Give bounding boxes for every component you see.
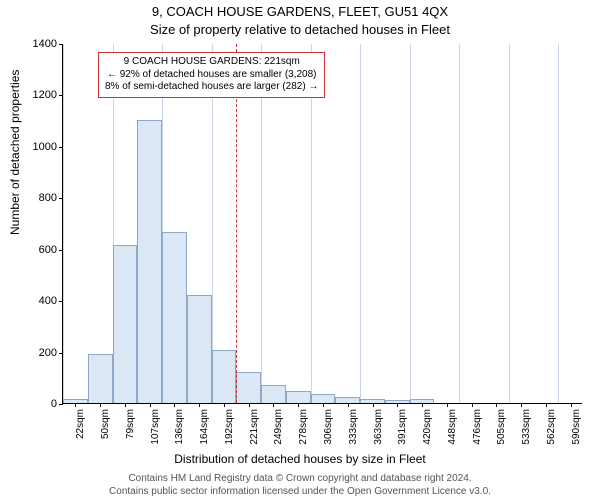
grid-line-vertical: [311, 44, 312, 403]
x-tick-label: 249sqm: [273, 409, 284, 445]
x-tick-label: 363sqm: [373, 409, 384, 445]
grid-line-vertical: [558, 44, 559, 403]
x-tick-label: 136sqm: [174, 409, 185, 445]
x-tick-label: 533sqm: [521, 409, 532, 445]
y-tick-label: 1400: [17, 38, 63, 50]
annotation-line-3: 8% of semi-detached houses are larger (2…: [105, 81, 318, 94]
x-tick-label: 448sqm: [447, 409, 458, 445]
x-tick-mark: [100, 403, 101, 407]
y-tick-label: 0: [17, 398, 63, 410]
histogram-bar: [137, 120, 162, 403]
x-tick-mark: [496, 403, 497, 407]
y-tick-label: 1000: [17, 141, 63, 153]
histogram-bar: [286, 391, 311, 403]
annotation-box: 9 COACH HOUSE GARDENS: 221sqm ← 92% of d…: [98, 52, 325, 98]
grid-line-vertical: [63, 44, 64, 403]
x-tick-mark: [323, 403, 324, 407]
x-tick-label: 50sqm: [100, 409, 111, 439]
x-tick-mark: [249, 403, 250, 407]
subject-marker-line: [236, 44, 237, 403]
chart-title-sub: Size of property relative to detached ho…: [0, 22, 600, 37]
x-tick-label: 79sqm: [125, 409, 136, 439]
y-tick-label: 1200: [17, 89, 63, 101]
x-tick-label: 391sqm: [397, 409, 408, 445]
histogram-bar: [113, 245, 138, 403]
plot-area: 020040060080010001200140022sqm50sqm79sqm…: [62, 44, 582, 404]
x-tick-mark: [571, 403, 572, 407]
x-axis-label: Distribution of detached houses by size …: [0, 452, 600, 466]
grid-line-vertical: [212, 44, 213, 403]
x-tick-label: 164sqm: [199, 409, 210, 445]
grid-line-vertical: [261, 44, 262, 403]
x-tick-label: 505sqm: [496, 409, 507, 445]
x-tick-mark: [546, 403, 547, 407]
x-tick-mark: [521, 403, 522, 407]
x-tick-label: 306sqm: [323, 409, 334, 445]
histogram-bar: [261, 385, 286, 403]
histogram-bar: [311, 394, 336, 403]
x-tick-mark: [125, 403, 126, 407]
x-tick-label: 333sqm: [348, 409, 359, 445]
x-tick-mark: [150, 403, 151, 407]
y-tick-label: 200: [17, 347, 63, 359]
y-tick-label: 800: [17, 192, 63, 204]
y-tick-label: 400: [17, 295, 63, 307]
x-tick-label: 192sqm: [224, 409, 235, 445]
x-tick-mark: [199, 403, 200, 407]
grid-line-vertical: [459, 44, 460, 403]
y-tick-mark: [59, 404, 63, 405]
x-tick-label: 420sqm: [422, 409, 433, 445]
y-tick-label: 600: [17, 244, 63, 256]
footer-line-2: Contains public sector information licen…: [0, 486, 600, 497]
grid-line-vertical: [509, 44, 510, 403]
x-tick-mark: [174, 403, 175, 407]
x-tick-label: 476sqm: [472, 409, 483, 445]
x-tick-label: 221sqm: [249, 409, 260, 445]
x-tick-mark: [348, 403, 349, 407]
histogram-bar: [187, 295, 212, 403]
x-tick-mark: [273, 403, 274, 407]
annotation-line-1: 9 COACH HOUSE GARDENS: 221sqm: [105, 56, 318, 69]
x-tick-mark: [298, 403, 299, 407]
x-tick-mark: [373, 403, 374, 407]
histogram-bar: [162, 232, 187, 403]
x-tick-mark: [75, 403, 76, 407]
chart-container: 9, COACH HOUSE GARDENS, FLEET, GU51 4QX …: [0, 0, 600, 500]
annotation-line-2: ← 92% of detached houses are smaller (3,…: [105, 69, 318, 82]
x-tick-mark: [447, 403, 448, 407]
histogram-bar: [212, 350, 237, 403]
x-tick-mark: [397, 403, 398, 407]
grid-line-vertical: [360, 44, 361, 403]
footer-line-1: Contains HM Land Registry data © Crown c…: [0, 473, 600, 484]
x-tick-label: 22sqm: [75, 409, 86, 439]
chart-title-main: 9, COACH HOUSE GARDENS, FLEET, GU51 4QX: [0, 4, 600, 19]
x-tick-mark: [472, 403, 473, 407]
x-tick-label: 590sqm: [571, 409, 582, 445]
histogram-bar: [236, 372, 261, 403]
x-tick-label: 562sqm: [546, 409, 557, 445]
x-tick-mark: [224, 403, 225, 407]
x-tick-mark: [422, 403, 423, 407]
x-tick-label: 107sqm: [150, 409, 161, 445]
grid-line-vertical: [410, 44, 411, 403]
x-tick-label: 278sqm: [298, 409, 309, 445]
histogram-bar: [88, 354, 113, 403]
